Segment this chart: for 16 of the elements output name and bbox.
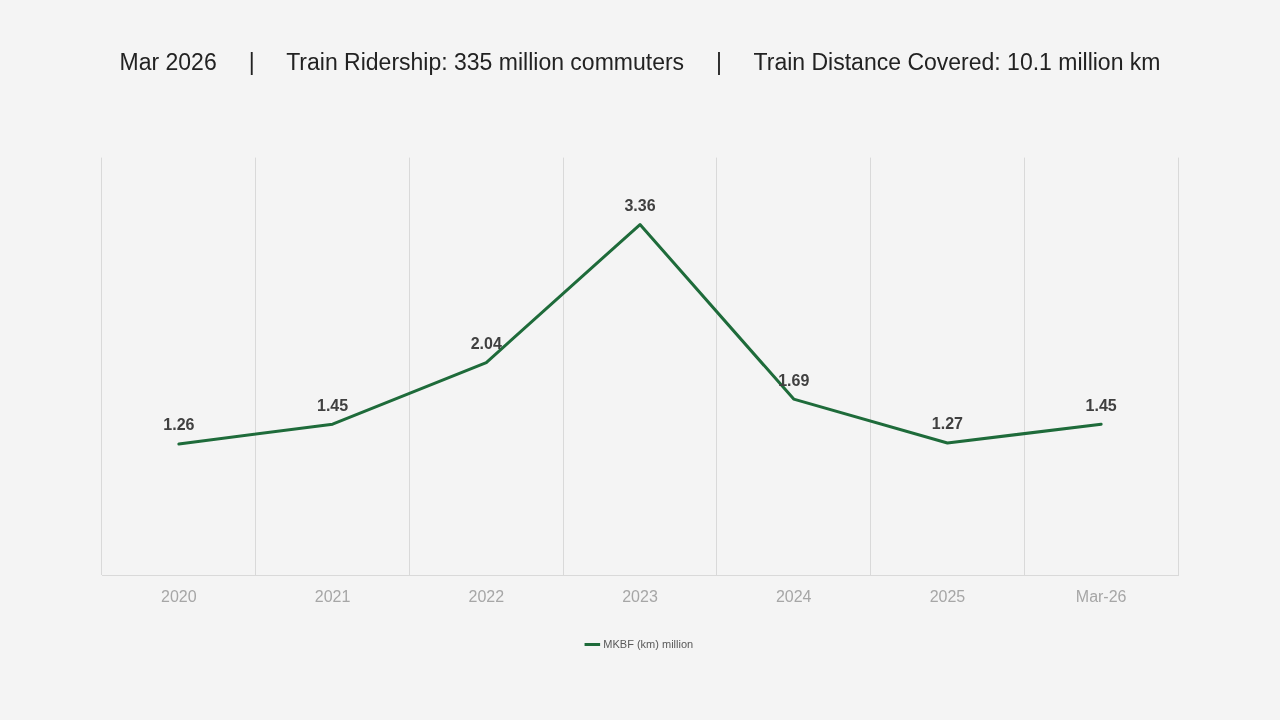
data-label: 1.27: [931, 415, 964, 433]
x-tick-label: 2022: [468, 587, 505, 605]
chart-title: Mar 2026 | Train Ridership: 335 million commuters | Train Distance Covered: 10.1 million km: [119, 49, 1161, 76]
x-tick-label: 2023: [622, 587, 658, 605]
data-label: 1.45: [317, 396, 349, 414]
data-label: 2.04: [470, 334, 502, 352]
data-label: 1.26: [163, 416, 195, 434]
x-tick-label: 2024: [775, 587, 812, 605]
x-tick-label: 2020: [161, 587, 197, 605]
legend-label: MKBF (km) million: [603, 637, 694, 650]
x-tick-label: Mar-26: [1075, 587, 1127, 605]
data-label: 3.36: [624, 196, 656, 214]
data-label: 1.69: [778, 371, 810, 389]
x-tick-label: 2025: [929, 587, 966, 605]
x-tick-label: 2021: [314, 587, 351, 605]
data-label: 1.45: [1085, 396, 1117, 414]
